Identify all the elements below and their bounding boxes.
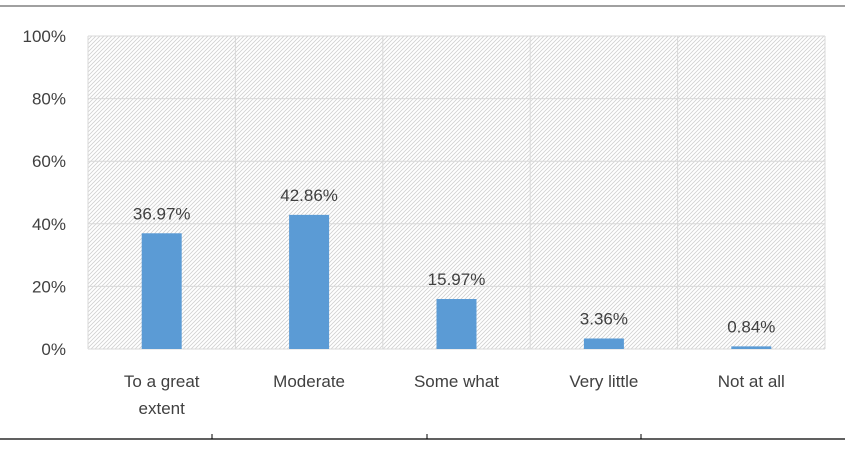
data-label: 15.97% (428, 270, 486, 289)
bottom-frame (0, 434, 845, 440)
data-label: 3.36% (580, 309, 628, 328)
data-label: 42.86% (280, 186, 338, 205)
bar (583, 338, 624, 349)
bar (289, 214, 330, 349)
y-axis-tick-labels: 0% 20% 40% 60% 80% 100% (23, 27, 66, 359)
x-tick-label: To a great (124, 372, 200, 391)
y-tick-label: 60% (32, 152, 66, 171)
data-label: 36.97% (133, 204, 191, 223)
bar (141, 233, 182, 349)
x-axis-tick-labels: To a great extent Moderate Some what Very li… (124, 372, 785, 418)
y-tick-label: 0% (41, 340, 66, 359)
x-tick-label: Moderate (273, 372, 345, 391)
bar (436, 299, 477, 349)
x-tick-label: extent (139, 399, 186, 418)
y-tick-label: 20% (32, 277, 66, 296)
bar (731, 346, 772, 349)
plot-area (88, 36, 825, 349)
x-tick-label: Very little (569, 372, 638, 391)
bars (141, 214, 772, 349)
y-tick-label: 100% (23, 27, 66, 46)
data-label: 0.84% (727, 317, 775, 336)
y-tick-label: 40% (32, 215, 66, 234)
x-tick-label: Some what (414, 372, 499, 391)
x-tick-label: Not at all (718, 372, 785, 391)
y-tick-label: 80% (32, 90, 66, 109)
data-labels: 36.97% 42.86% 15.97% 3.36% 0.84% (133, 186, 776, 337)
